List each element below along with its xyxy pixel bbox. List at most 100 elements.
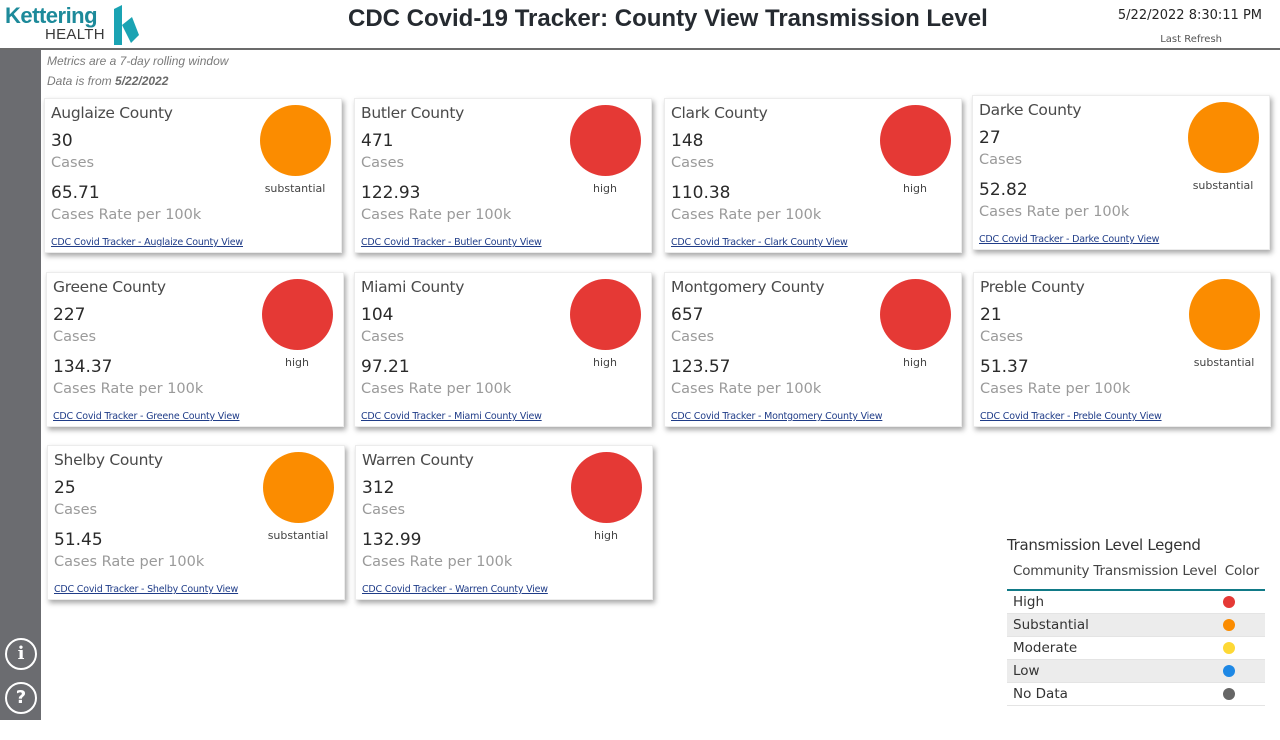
county-card[interactable]: Preble County 21 Cases 51.37 Cases Rate per …	[973, 272, 1271, 427]
cases-label: Cases	[362, 502, 406, 518]
header: Kettering HEALTH CDC Covid-19 Tracker: C…	[0, 0, 1280, 50]
legend-color-dot-icon	[1223, 688, 1235, 700]
info-icon[interactable]: i	[5, 638, 37, 670]
legend-rows: High Substantial Moderate Low No Data	[1007, 591, 1265, 706]
county-card[interactable]: Miami County 104 Cases 97.21 Cases Rate per …	[354, 272, 652, 427]
rate-label: Cases Rate per 100k	[54, 554, 205, 570]
legend-row: High	[1007, 591, 1265, 614]
legend-row: Low	[1007, 660, 1265, 683]
cases-label: Cases	[671, 329, 715, 345]
rate-label: Cases Rate per 100k	[361, 207, 512, 223]
transmission-level-dot-icon	[571, 452, 642, 523]
rate-value: 134.37	[53, 357, 113, 377]
cases-label: Cases	[53, 329, 97, 345]
transmission-level-label: high	[593, 356, 617, 369]
logo-text: Kettering	[5, 3, 98, 28]
last-refresh-timestamp: 5/22/2022 8:30:11 PM	[1117, 8, 1262, 23]
rate-label: Cases Rate per 100k	[979, 204, 1130, 220]
help-icon[interactable]: ?	[5, 682, 37, 714]
cases-label: Cases	[361, 155, 405, 171]
legend-header-row: Community Transmission Level Color	[1007, 560, 1265, 591]
cases-value: 471	[361, 131, 394, 151]
county-card[interactable]: Greene County 227 Cases 134.37 Cases Rate pe…	[46, 272, 344, 427]
cdc-tracker-link[interactable]: CDC Covid Tracker - Preble County View	[980, 411, 1162, 422]
legend-level-label: Moderate	[1013, 640, 1078, 656]
cases-label: Cases	[671, 155, 715, 171]
county-card[interactable]: Clark County 148 Cases 110.38 Cases Rate per…	[664, 98, 962, 253]
transmission-level-dot-icon	[262, 279, 333, 350]
rate-value: 97.21	[361, 357, 410, 377]
rate-value: 122.93	[361, 183, 421, 203]
transmission-level-label: high	[594, 529, 618, 542]
cdc-tracker-link[interactable]: CDC Covid Tracker - Greene County View	[53, 411, 240, 422]
county-card[interactable]: Auglaize County 30 Cases 65.71 Cases Rate pe…	[44, 98, 342, 253]
rolling-window-note: Metrics are a 7-day rolling window	[47, 54, 229, 68]
county-card[interactable]: Butler County 471 Cases 122.93 Cases Rate pe…	[354, 98, 652, 253]
county-card[interactable]: Warren County 312 Cases 132.99 Cases Rate pe…	[355, 445, 653, 600]
transmission-level-label: substantial	[264, 182, 326, 195]
transmission-level-label: high	[285, 356, 309, 369]
county-card[interactable]: Darke County 27 Cases 52.82 Cases Rate per 1…	[972, 95, 1270, 250]
transmission-level-dot-icon	[263, 452, 334, 523]
transmission-level-label: substantial	[1193, 356, 1255, 369]
legend-row: No Data	[1007, 683, 1265, 706]
rate-value: 65.71	[51, 183, 100, 203]
rate-value: 51.37	[980, 357, 1029, 377]
county-card[interactable]: Shelby County 25 Cases 51.45 Cases Rate per …	[47, 445, 345, 600]
legend-level-label: High	[1013, 594, 1045, 610]
page-title: CDC Covid-19 Tracker: County View Transm…	[348, 5, 988, 32]
transmission-level-label: substantial	[1192, 179, 1254, 192]
county-name: Butler County	[361, 104, 464, 122]
legend-level-label: No Data	[1013, 686, 1068, 702]
cdc-tracker-link[interactable]: CDC Covid Tracker - Butler County View	[361, 237, 542, 248]
cases-value: 25	[54, 478, 76, 498]
legend-title: Transmission Level Legend	[1007, 536, 1201, 554]
cases-label: Cases	[51, 155, 95, 171]
cases-value: 657	[671, 305, 704, 325]
rate-label: Cases Rate per 100k	[671, 207, 822, 223]
data-date-note: Data is from 5/22/2022	[47, 74, 168, 88]
county-name: Greene County	[53, 278, 166, 296]
legend-color-dot-icon	[1223, 596, 1235, 608]
rate-label: Cases Rate per 100k	[362, 554, 513, 570]
cdc-tracker-link[interactable]: CDC Covid Tracker - Darke County View	[979, 234, 1160, 245]
legend-row: Moderate	[1007, 637, 1265, 660]
transmission-level-dot-icon	[570, 105, 641, 176]
cases-label: Cases	[979, 152, 1023, 168]
left-rail: i ?	[0, 50, 41, 720]
cdc-tracker-link[interactable]: CDC Covid Tracker - Auglaize County View	[51, 237, 243, 248]
cdc-tracker-link[interactable]: CDC Covid Tracker - Montgomery County Vi…	[671, 411, 883, 422]
kettering-health-logo: Kettering HEALTH	[5, 4, 140, 46]
cases-value: 30	[51, 131, 73, 151]
county-card[interactable]: Montgomery County 657 Cases 123.57 Cases Rat…	[664, 272, 962, 427]
county-name: Miami County	[361, 278, 465, 296]
logo-subtext: HEALTH	[45, 26, 105, 43]
county-name: Preble County	[980, 278, 1085, 296]
transmission-legend: Transmission Level Legend Community Tran…	[1007, 536, 1265, 706]
rate-value: 110.38	[671, 183, 731, 203]
legend-col-color: Color	[1224, 563, 1259, 579]
cdc-tracker-link[interactable]: CDC Covid Tracker - Warren County View	[362, 584, 548, 595]
cdc-tracker-link[interactable]: CDC Covid Tracker - Miami County View	[361, 411, 542, 422]
rate-label: Cases Rate per 100k	[53, 381, 204, 397]
data-date-value: 5/22/2022	[115, 74, 169, 88]
cdc-tracker-link[interactable]: CDC Covid Tracker - Shelby County View	[54, 584, 239, 595]
rate-label: Cases Rate per 100k	[671, 381, 822, 397]
rate-value: 132.99	[362, 530, 422, 550]
legend-level-label: Substantial	[1013, 617, 1089, 633]
transmission-level-dot-icon	[880, 105, 951, 176]
legend-color-dot-icon	[1223, 642, 1235, 654]
cdc-tracker-link[interactable]: CDC Covid Tracker - Clark County View	[671, 237, 848, 248]
last-refresh-label: Last Refresh	[1160, 34, 1222, 45]
county-name: Warren County	[362, 451, 474, 469]
cases-label: Cases	[361, 329, 405, 345]
transmission-level-dot-icon	[260, 105, 331, 176]
transmission-level-label: high	[903, 356, 927, 369]
transmission-level-label: substantial	[267, 529, 329, 542]
legend-row: Substantial	[1007, 614, 1265, 637]
rate-label: Cases Rate per 100k	[361, 381, 512, 397]
legend-level-label: Low	[1013, 663, 1040, 679]
county-name: Clark County	[671, 104, 768, 122]
cases-label: Cases	[54, 502, 98, 518]
